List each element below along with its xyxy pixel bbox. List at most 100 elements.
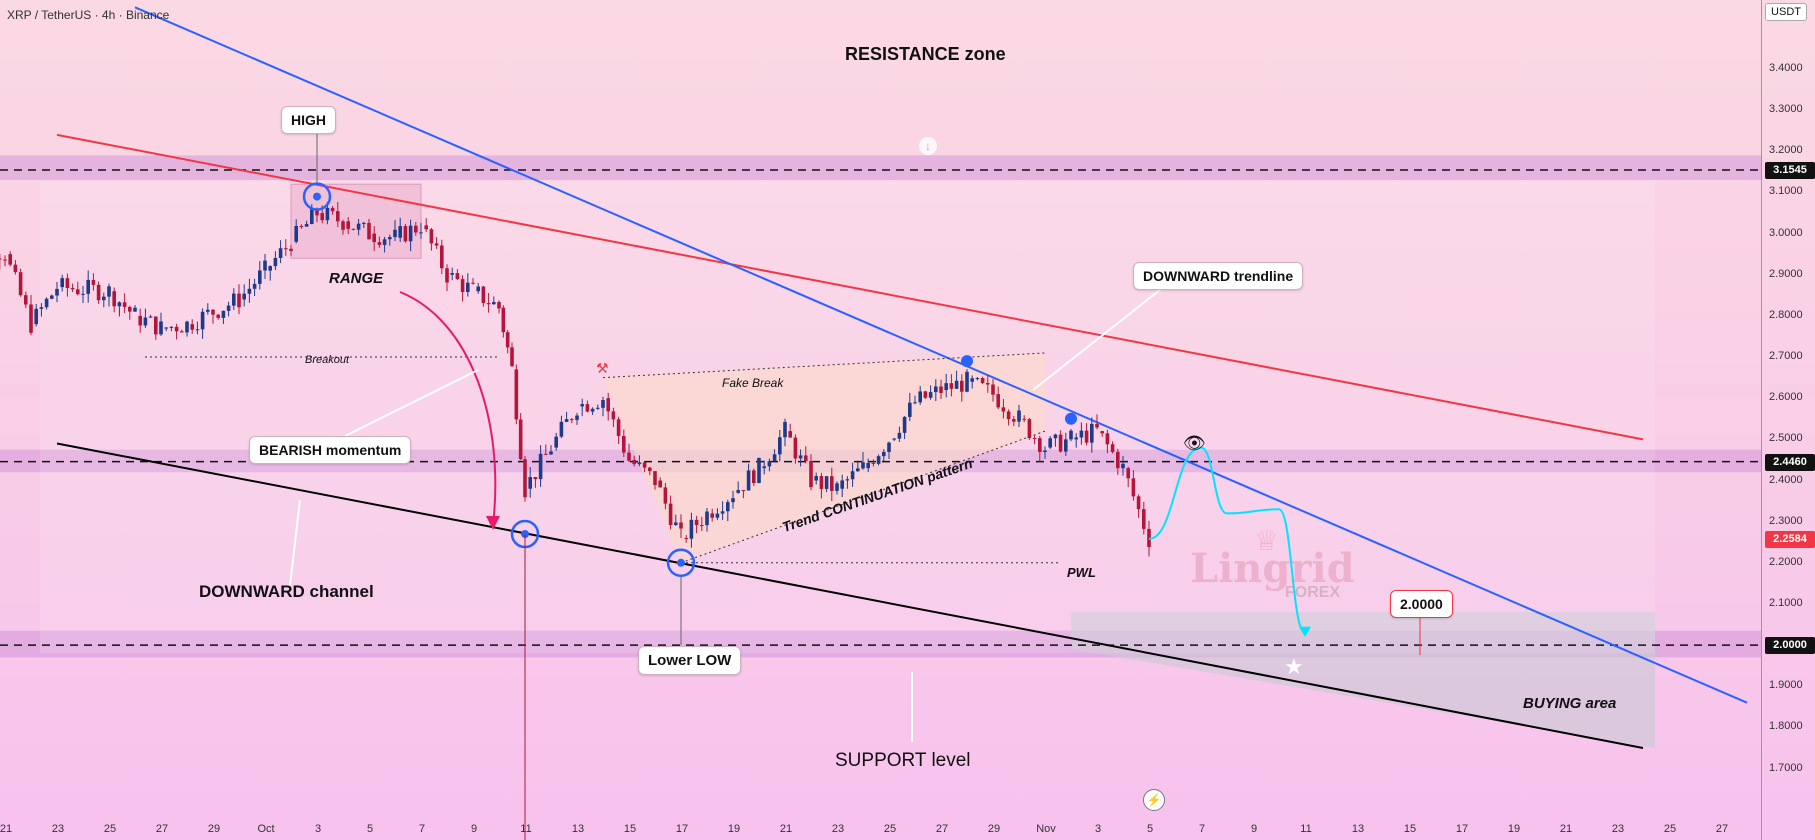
candle-body bbox=[346, 221, 350, 229]
candle-body bbox=[642, 462, 647, 468]
y-tick-label: 2.7000 bbox=[1769, 350, 1803, 363]
candle-body bbox=[689, 519, 694, 539]
candle-body bbox=[510, 347, 514, 367]
candle-body bbox=[29, 304, 33, 333]
candle-body bbox=[1090, 423, 1094, 443]
candle-body bbox=[637, 462, 642, 465]
price-axis[interactable]: 3.4000 3.3000 3.2000 3.1000 3.0000 2.9000 2.80… bbox=[1761, 0, 1815, 840]
candle-body bbox=[616, 419, 621, 436]
candle-body bbox=[554, 436, 558, 448]
candle-body bbox=[112, 291, 116, 307]
candle-body bbox=[50, 295, 54, 299]
candle-body bbox=[674, 522, 678, 526]
candle-body bbox=[944, 383, 948, 390]
candle-body bbox=[720, 511, 725, 514]
x-tick-label: 17 bbox=[676, 823, 688, 835]
candle-body bbox=[429, 229, 434, 244]
lightning-icon[interactable]: ⚡ bbox=[1143, 789, 1165, 811]
support-level-label: SUPPORT level bbox=[835, 750, 971, 771]
x-tick-label: 15 bbox=[624, 823, 636, 835]
y-tick-label: 2.4000 bbox=[1769, 473, 1803, 486]
candle-body bbox=[419, 232, 423, 234]
target-price-box: 2.0000 bbox=[1390, 590, 1453, 618]
candle-body bbox=[377, 242, 382, 245]
candle-body bbox=[481, 286, 486, 304]
candle-body bbox=[913, 402, 917, 404]
candle-body bbox=[169, 326, 174, 328]
alert-down-icon[interactable]: ↓ bbox=[919, 137, 937, 155]
channel-shading bbox=[40, 180, 1655, 654]
candle-body bbox=[164, 327, 168, 329]
candle-body bbox=[523, 459, 527, 498]
candle-body bbox=[315, 209, 319, 216]
candle-body bbox=[476, 286, 480, 292]
candle-body bbox=[299, 225, 304, 227]
candle-body bbox=[1074, 437, 1078, 440]
candle-body bbox=[845, 479, 850, 481]
candle-body bbox=[549, 451, 553, 455]
candle-body bbox=[91, 279, 96, 285]
y-tick-label: 2.2000 bbox=[1769, 555, 1803, 568]
candle-body bbox=[143, 317, 148, 326]
x-tick-label: 13 bbox=[572, 823, 584, 835]
candle-body bbox=[658, 480, 662, 488]
symbol-label[interactable]: XRP / TetherUS · 4h · Binance bbox=[7, 8, 170, 22]
candle-body bbox=[694, 519, 699, 526]
candle-body bbox=[757, 457, 761, 484]
x-tick-label: 19 bbox=[1508, 823, 1520, 835]
candle-body bbox=[434, 243, 439, 246]
currency-badge[interactable]: USDT bbox=[1765, 3, 1807, 21]
candle-body bbox=[528, 476, 532, 489]
candle-body bbox=[1053, 434, 1058, 439]
buying-area-shading bbox=[1071, 612, 1655, 748]
candle-body bbox=[1038, 438, 1042, 453]
candle-body bbox=[514, 369, 519, 420]
candle-body bbox=[117, 302, 122, 307]
candle-body bbox=[772, 454, 777, 462]
candle-body bbox=[544, 453, 548, 455]
candle-body bbox=[216, 314, 220, 318]
price-tag-level: 2.4460 bbox=[1765, 453, 1815, 471]
candle-body bbox=[1027, 419, 1032, 439]
candle-body bbox=[986, 382, 990, 385]
candle-body bbox=[611, 411, 616, 420]
x-tick-label: 21 bbox=[1560, 823, 1572, 835]
x-tick-label: 23 bbox=[832, 823, 844, 835]
candle-body bbox=[1006, 411, 1011, 420]
candle-body bbox=[408, 225, 413, 242]
candle-body bbox=[850, 471, 855, 480]
candle-body bbox=[700, 525, 704, 527]
candle-body bbox=[965, 371, 969, 392]
candle-body bbox=[908, 402, 912, 417]
candle-body bbox=[190, 324, 194, 330]
candle-body bbox=[39, 307, 44, 309]
candle-body bbox=[455, 273, 460, 280]
bearish-arrow-head bbox=[486, 516, 500, 530]
y-tick-label: 3.0000 bbox=[1769, 226, 1803, 239]
x-tick-label: 7 bbox=[1199, 823, 1205, 835]
y-tick-label: 2.1000 bbox=[1769, 596, 1803, 609]
candle-body bbox=[304, 223, 309, 227]
candle-body bbox=[195, 329, 200, 331]
candle-body bbox=[731, 498, 735, 503]
candle-body bbox=[975, 378, 980, 380]
candle-body bbox=[798, 455, 803, 459]
x-tick-label: 29 bbox=[208, 823, 220, 835]
x-tick-label: 23 bbox=[1612, 823, 1624, 835]
blue-point-0 bbox=[961, 355, 973, 368]
candle-body bbox=[471, 282, 475, 284]
candle-body bbox=[934, 386, 938, 393]
star-icon: ★ bbox=[1284, 654, 1304, 679]
x-tick-label: 19 bbox=[728, 823, 740, 835]
candle-body bbox=[445, 268, 449, 283]
candle-body bbox=[939, 386, 943, 393]
y-tick-label: 3.4000 bbox=[1769, 62, 1803, 74]
candle-body bbox=[278, 248, 283, 258]
candle-body bbox=[809, 460, 813, 488]
candle-body bbox=[663, 487, 668, 504]
pwl-label: PWL bbox=[1067, 565, 1096, 580]
candle-body bbox=[538, 453, 543, 480]
candle-body bbox=[133, 307, 137, 312]
